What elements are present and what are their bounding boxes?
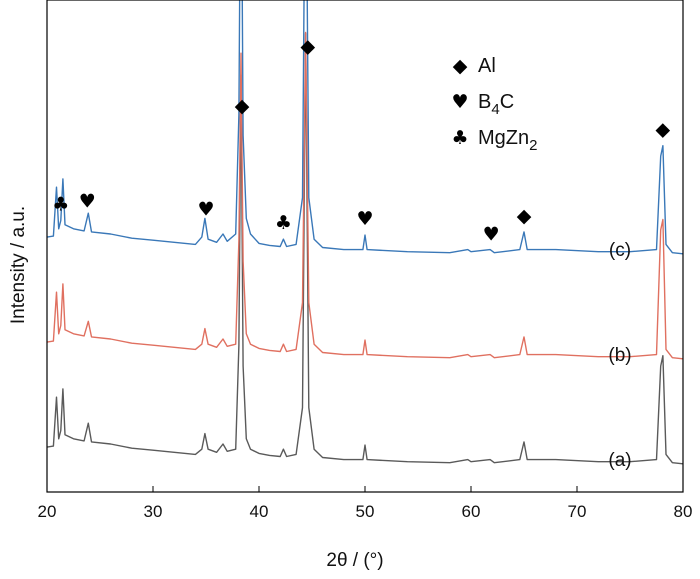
peak-marker-b4c: ♥ <box>79 191 96 213</box>
plot-frame <box>46 0 684 493</box>
trace-label-3: (c) <box>609 240 631 261</box>
legend-label: B4C <box>478 91 514 118</box>
peak-marker-mgzn2: ♣ <box>275 212 292 234</box>
x-tick-label: 30 <box>144 502 163 521</box>
peak-marker-al: ◆ <box>235 95 250 117</box>
series-layer <box>47 0 683 465</box>
peak-marker-al: ◆ <box>656 119 671 141</box>
diamond-icon: ◆ <box>453 55 468 77</box>
legend-entry-heart: ♥ B4C <box>451 91 514 118</box>
x-axis-label: 2θ / (°) <box>326 550 383 571</box>
legend-entry-club: ♣ MgZn2 <box>451 127 537 154</box>
x-tick-label: 20 <box>38 502 57 521</box>
peak-marker-al: ◆ <box>517 205 532 227</box>
trace-label-2: (b) <box>608 345 631 366</box>
peak-marker-b4c: ♥ <box>197 198 214 220</box>
axes-layer <box>46 0 684 493</box>
peak-marker-al: ◆ <box>300 35 315 57</box>
x-tick-label: 80 <box>674 502 693 521</box>
legend-label: MgZn2 <box>478 127 537 154</box>
peak-marker-b4c: ♥ <box>356 208 373 230</box>
peak-marker-mgzn2: ♣ <box>52 193 69 215</box>
x-tick-label: 50 <box>356 502 375 521</box>
series-line-3 <box>47 0 683 255</box>
legend-label: Al <box>478 55 496 77</box>
legend-entry-diamond: ◆ Al <box>453 55 496 77</box>
heart-icon: ♥ <box>451 91 468 113</box>
x-tick-label: 40 <box>250 502 269 521</box>
trace-labels: (a) (b) (c) <box>608 240 631 471</box>
legend: ◆ Al ♥ B4C ♣ MgZn2 <box>451 55 537 154</box>
trace-label-1: (a) <box>608 450 631 471</box>
club-icon: ♣ <box>451 127 468 149</box>
x-tick-label: 60 <box>462 502 481 521</box>
series-line-1 <box>47 32 683 465</box>
x-ticks: 20 30 40 50 60 70 80 <box>38 486 693 521</box>
peak-markers: ♣ ♥ ♥ ◆ ♣ ◆ ♥ ♥ ◆ ◆ <box>52 35 670 245</box>
x-tick-label: 70 <box>568 502 587 521</box>
peak-marker-b4c: ♥ <box>483 223 500 245</box>
y-axis-label: Intensity / a.u. <box>8 206 29 324</box>
series-line-2 <box>47 31 683 360</box>
